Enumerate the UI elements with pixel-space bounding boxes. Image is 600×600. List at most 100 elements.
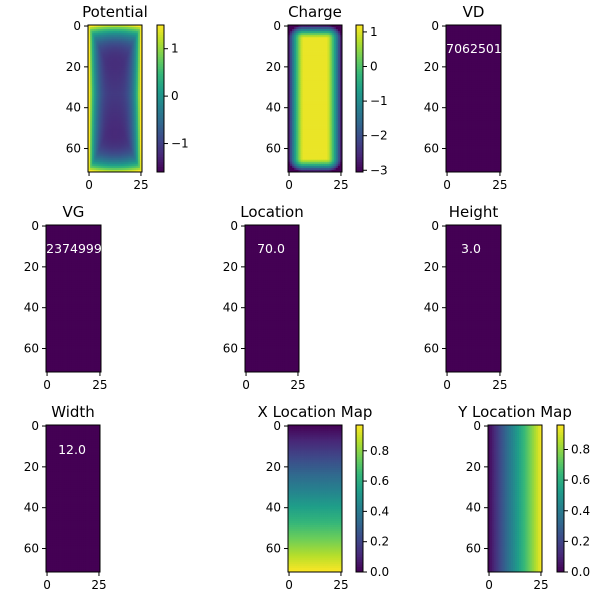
heatmap-cell (139, 104, 143, 108)
heatmap-cell (135, 80, 139, 83)
heatmap-cell (315, 29, 318, 32)
heatmap-cell (94, 59, 97, 63)
heatmap-cell (106, 82, 110, 85)
colorbar-segment (157, 71, 164, 75)
heatmap-cell (90, 157, 93, 161)
heatmap-cell (112, 57, 116, 61)
colorbar-segment (157, 132, 164, 136)
heatmap-cell (135, 67, 139, 71)
heatmap-cell (127, 98, 130, 101)
heatmap-cell (127, 67, 130, 71)
heatmap-cell (96, 88, 99, 91)
heatmap-cell (137, 82, 141, 85)
heatmap-cell (121, 139, 124, 142)
heatmap-cell (139, 163, 143, 167)
heatmap-cell (90, 43, 93, 46)
heatmap-cell (131, 71, 135, 75)
heatmap-cell (139, 123, 143, 126)
heatmap-cell (110, 137, 114, 140)
heatmap-cell (98, 110, 101, 114)
colorbar-segment (356, 164, 363, 168)
heatmap-cell (112, 76, 116, 79)
heatmap-cell (117, 92, 120, 95)
heatmap-cell (98, 102, 101, 106)
heatmap-cell (90, 39, 93, 42)
heatmap-cell (123, 114, 126, 118)
heatmap-cell (108, 163, 112, 167)
heatmap-cell (117, 169, 120, 173)
heatmap-cell (104, 71, 108, 75)
heatmap-cell (92, 33, 95, 36)
heatmap-cell (90, 71, 93, 75)
heatmap-cell (115, 88, 118, 91)
heatmap-cell (119, 153, 122, 157)
heatmap-cell (139, 63, 143, 67)
heatmap-cell (108, 88, 112, 91)
heatmap-cell (133, 141, 137, 144)
heatmap-cell (100, 31, 103, 34)
colorbar-segment (356, 113, 363, 117)
heatmap-cell (129, 159, 133, 163)
heatmap-cell (135, 51, 139, 54)
heatmap-cell (94, 35, 97, 38)
heatmap-cell (102, 118, 106, 122)
heatmap-cell (129, 47, 133, 50)
heatmap-cell (94, 41, 97, 44)
heatmap-cell (133, 37, 137, 40)
heatmap-cell (90, 149, 93, 152)
heatmap-cell (129, 100, 133, 103)
heatmap-cell (108, 123, 112, 126)
colorbar-segment (157, 74, 164, 77)
colorbar-segment (157, 108, 164, 112)
heatmap-cell (108, 78, 112, 81)
heatmap-cell (96, 153, 99, 157)
heatmap-cell (121, 82, 124, 85)
heatmap-cell (115, 96, 118, 99)
heatmap-cell (102, 84, 106, 87)
heatmap-cell (94, 74, 97, 77)
heatmap-cell (110, 114, 114, 118)
heatmap-cell (108, 153, 112, 157)
heatmap-cell (106, 135, 110, 138)
heatmap-cell (88, 29, 91, 32)
colorbar-segment (157, 51, 164, 55)
heatmap-cell (94, 96, 97, 99)
heatmap-cell (117, 98, 120, 101)
heatmap-cell (133, 27, 137, 30)
heatmap-cell (102, 43, 106, 46)
heatmap-cell (100, 86, 103, 89)
heatmap-cell (121, 33, 124, 36)
heatmap-cell (102, 129, 106, 132)
heatmap-cell (119, 163, 122, 167)
heatmap-cell (121, 57, 124, 61)
heatmap-cell (119, 63, 122, 67)
heatmap-cell (117, 49, 120, 52)
heatmap-cell (100, 129, 103, 132)
heatmap-cell (117, 149, 120, 152)
heatmap-cell (117, 25, 120, 28)
heatmap-cell (100, 102, 103, 106)
colorbar-segment (356, 167, 363, 170)
heatmap-cell (92, 155, 95, 159)
heatmap-cell (96, 141, 99, 144)
heatmap-cell (290, 29, 293, 32)
heatmap-cell (104, 108, 108, 112)
heatmap-cell (127, 51, 130, 54)
heatmap-cell (108, 49, 112, 52)
heatmap-cell (92, 104, 95, 108)
heatmap-cell (108, 25, 112, 28)
heatmap-cell (129, 37, 133, 40)
colorbar-segment (157, 110, 164, 114)
heatmap-cell (137, 29, 141, 32)
heatmap-cell (302, 25, 306, 28)
heatmap-cell (294, 27, 297, 30)
heatmap-cell (119, 25, 122, 28)
heatmap-cell (115, 125, 118, 128)
heatmap-cell (129, 53, 133, 57)
heatmap-cell (135, 112, 139, 116)
heatmap-cell (339, 27, 343, 30)
heatmap-cell (100, 116, 103, 120)
heatmap-cell (108, 74, 112, 77)
heatmap-cell (117, 41, 120, 44)
heatmap-cell (92, 86, 95, 89)
